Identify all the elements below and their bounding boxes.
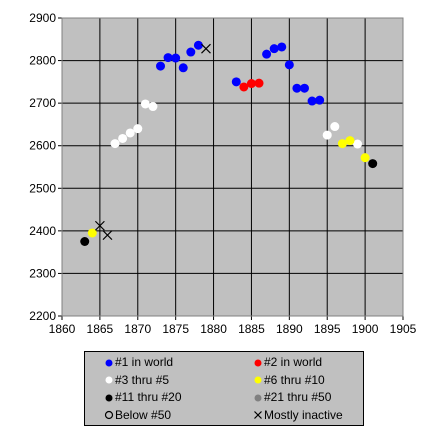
legend-item: #11 thru #20: [103, 389, 182, 405]
data-point: [171, 53, 181, 63]
legend-marker: [252, 393, 264, 403]
data-point: [353, 139, 363, 149]
x-tick-label: 1875: [162, 322, 189, 336]
data-point: [345, 136, 355, 146]
data-point: [299, 83, 309, 93]
y-tick-label: 2500: [29, 181, 56, 195]
legend-marker-shape: [254, 411, 262, 420]
legend-label: #2 in world: [264, 355, 323, 369]
x-tick-label: 1895: [314, 322, 341, 336]
data-points: [80, 40, 378, 246]
y-tick-label: 2600: [29, 139, 56, 153]
legend-marker: [252, 358, 264, 368]
data-point: [315, 95, 325, 105]
data-point: [322, 130, 332, 140]
legend-item: #2 in world: [252, 354, 322, 370]
data-point: [284, 60, 294, 70]
y-tick-label: 2700: [29, 96, 56, 110]
data-point: [239, 82, 249, 92]
legend-label: #1 in world: [115, 355, 174, 369]
data-point: [330, 122, 340, 132]
legend-label: Below #50: [115, 407, 172, 422]
legend-item: #21 thru #50: [252, 389, 331, 405]
y-tick-label: 2300: [29, 266, 56, 280]
x-tick-label: 1880: [200, 322, 227, 336]
data-point: [94, 220, 105, 231]
data-point: [292, 83, 302, 93]
legend-marker: [103, 410, 115, 420]
legend-marker-shape: [105, 394, 113, 402]
data-point: [269, 44, 279, 54]
legend-marker-shape: [105, 359, 113, 367]
legend-marker-shape: [254, 376, 262, 384]
legend-label: #11 thru #20: [115, 390, 182, 404]
legend-item: #6 thru #10: [252, 372, 325, 388]
x-tick-label: 1900: [352, 322, 379, 336]
data-point: [193, 40, 203, 50]
legend-marker-shape: [104, 411, 114, 420]
x-tick-label: 1865: [87, 322, 114, 336]
x-tick-label: 1860: [49, 322, 76, 336]
legend-marker: [103, 393, 115, 403]
data-point: [87, 228, 97, 238]
data-point: [246, 79, 256, 89]
data-point: [178, 63, 188, 73]
legend-label: #3 thru #5: [115, 372, 170, 387]
data-point: [360, 153, 370, 163]
x-tick-label: 1885: [238, 322, 265, 336]
data-point: [80, 237, 90, 246]
data-point: [368, 159, 378, 169]
legend-label: Mostly inactive: [264, 407, 343, 422]
data-point: [118, 133, 128, 143]
data-point: [140, 99, 150, 109]
x-axis-ticks: 1860 1865 1870 1875 1880 1885 1890 1895 1900 1905: [49, 316, 417, 336]
y-tick-label: 2800: [29, 54, 56, 68]
legend-item: #1 in world: [103, 354, 173, 370]
plot-border: [61, 17, 404, 317]
data-point: [125, 128, 135, 138]
legend-item: #3 thru #5: [103, 372, 169, 388]
legend-label: #21 thru #50: [264, 390, 332, 404]
data-point: [102, 230, 113, 241]
y-tick-label: 2900: [29, 11, 56, 25]
data-point: [254, 78, 264, 88]
legend-label: #6 thru #10: [264, 372, 325, 387]
data-point: [133, 124, 143, 134]
x-tick-label: 1870: [124, 322, 151, 336]
legend-marker: [103, 375, 115, 385]
legend-marker-shape: [254, 394, 262, 402]
legend-marker: [103, 358, 115, 368]
plot-area: [62, 18, 403, 316]
x-tick-label: 1890: [276, 322, 303, 336]
legend-marker-shape: [254, 359, 262, 367]
legend-marker: [252, 375, 264, 385]
data-point: [277, 42, 287, 52]
data-point: [163, 53, 173, 63]
legend-item: Mostly inactive: [252, 407, 343, 423]
y-tick-label: 2400: [29, 224, 56, 238]
legend-item: Below #50: [103, 407, 171, 423]
data-point: [231, 77, 241, 87]
x-tick-label: 1905: [390, 322, 417, 336]
data-point: [337, 139, 347, 149]
legend: #1 in world #2 in world #3 thru #5 #6 thru …: [84, 351, 364, 426]
data-point: [307, 96, 317, 106]
legend-marker: [252, 410, 264, 420]
y-axis-ticks: 2200 2300 2400 2500 2600 2700 2800 2900: [29, 11, 62, 323]
y-tick-label: 2200: [29, 309, 56, 323]
data-point: [262, 49, 272, 59]
data-point: [110, 139, 120, 149]
data-point: [201, 43, 211, 54]
legend-marker-shape: [105, 376, 113, 384]
data-point: [186, 47, 196, 57]
data-point: [156, 61, 166, 71]
data-point: [148, 102, 158, 112]
